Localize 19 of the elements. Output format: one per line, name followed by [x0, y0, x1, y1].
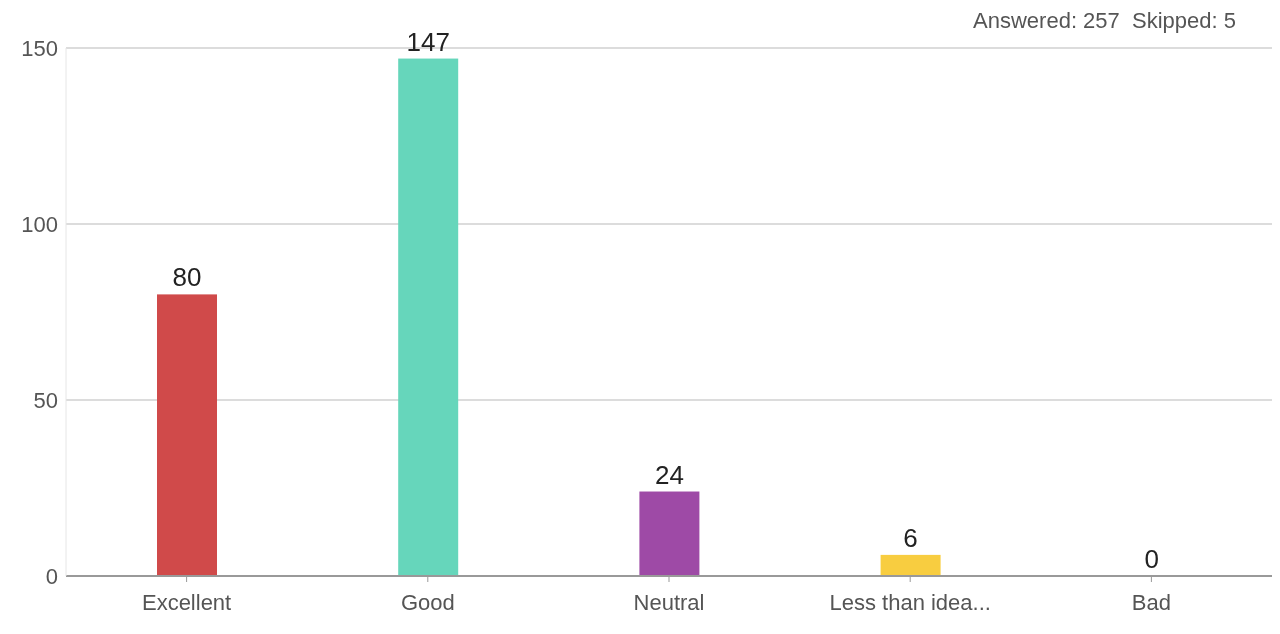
- x-tick-label: Less than idea...: [829, 589, 991, 615]
- data-label: 24: [654, 459, 684, 490]
- y-tick-label: 0: [45, 563, 58, 589]
- bar: [639, 491, 700, 576]
- x-tick-label: Good: [400, 589, 455, 615]
- x-tick-label: Excellent: [141, 589, 232, 615]
- data-label: 80: [172, 262, 202, 293]
- bar: [398, 58, 459, 576]
- y-tick-label: 150: [21, 35, 58, 61]
- y-tick-label: 100: [21, 211, 58, 237]
- y-tick-label: 50: [33, 387, 58, 413]
- bar: [880, 554, 941, 576]
- data-label: 0: [1144, 544, 1160, 574]
- bar: [157, 294, 217, 576]
- text: Answered: 257 Skipped: 5: [973, 8, 1236, 33]
- data-label: 6: [903, 522, 918, 553]
- data-label: 147: [406, 26, 450, 57]
- x-tick-label: Neutral: [633, 589, 705, 615]
- x-tick-label: Bad: [1131, 589, 1171, 615]
